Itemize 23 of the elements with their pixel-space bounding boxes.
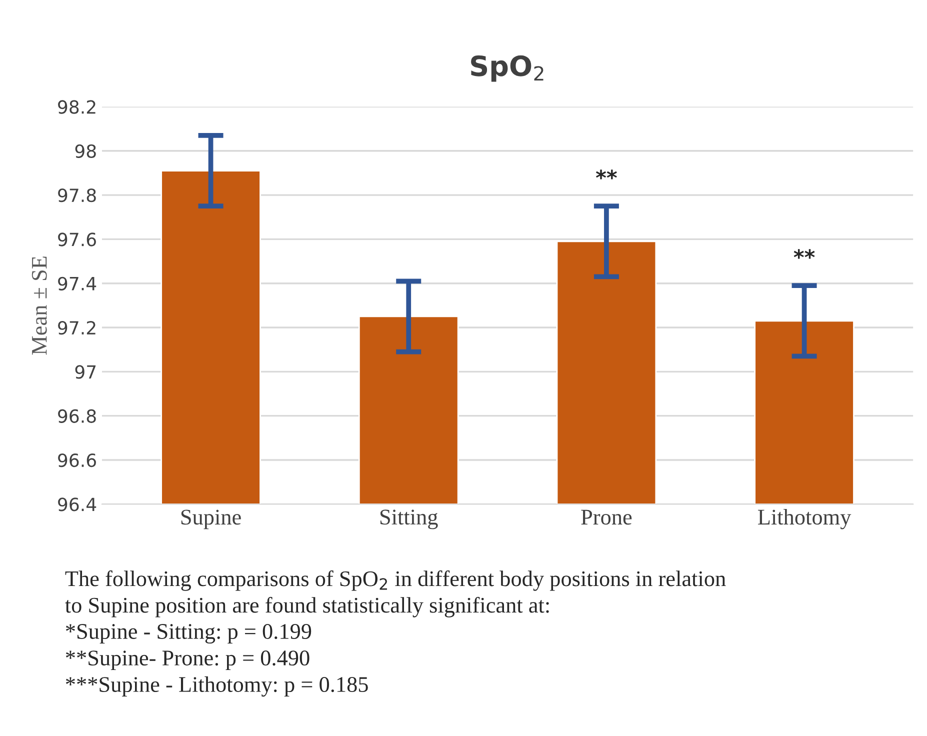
annotation: ** — [596, 170, 617, 180]
text: *Supine - Sitting: p = 0.199 — [66, 624, 312, 644]
y-tick-label: 98 — [75, 144, 96, 158]
y-tick-label: 96.4 — [58, 498, 96, 512]
y-tick-label: 97.6 — [58, 232, 96, 246]
y-tick-label: 98.2 — [58, 100, 96, 114]
y-tick-label: 97 — [75, 365, 96, 379]
y-axis-title: Mean ± SE — [32, 256, 47, 355]
text: The following comparisons of SpO$_{2}$ in different body positions in relation — [65, 570, 726, 591]
y-tick-label: 96.8 — [58, 409, 96, 423]
y-tick-label: 97.8 — [58, 188, 96, 202]
x-tick-label: Supine — [181, 510, 241, 530]
text: to Supine position are found statistically significant at: — [65, 596, 549, 618]
x-tick-label: Prone — [581, 510, 632, 525]
x-tick-label: Lithotomy — [758, 509, 852, 530]
y-tick-label: 96.6 — [58, 453, 96, 468]
y-tick-label: 97.4 — [58, 276, 96, 290]
text: ***Supine - Lithotomy: p = 0.185 — [66, 676, 368, 697]
text: **Supine- Prone: p = 0.490 — [66, 650, 310, 670]
y-tick-label: 97.2 — [58, 320, 96, 335]
chart-title: SpO$_{2}$ — [471, 55, 544, 82]
x-tick-label: Sitting — [380, 510, 438, 530]
annotation: ** — [794, 249, 815, 259]
